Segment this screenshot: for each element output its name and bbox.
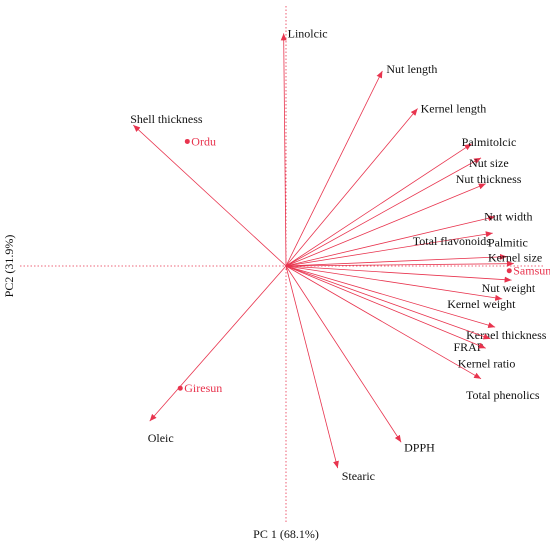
variable-label-palmitic: Palmitic bbox=[488, 236, 528, 250]
variable-label-shell-thickness: Shell thickness bbox=[130, 112, 203, 126]
sample-point-giresun bbox=[177, 385, 183, 391]
loading-vectors: Linolcic Nut length Kernel length Palmitolc… bbox=[130, 26, 547, 483]
vector-nut-weight bbox=[285, 265, 512, 283]
sample-point-samsun bbox=[506, 268, 512, 274]
vector-total-phenolics bbox=[285, 265, 482, 380]
vector-total-flavonoids bbox=[285, 231, 493, 267]
vector-kernel-weight bbox=[285, 265, 503, 301]
variable-label-frap: FRAP bbox=[453, 340, 483, 354]
y-axis-label: PC2 (31.9%) bbox=[2, 235, 16, 298]
variable-label-kernel-length: Kernel length bbox=[421, 102, 487, 116]
vector-palmitic bbox=[285, 253, 507, 267]
variable-label-linolcic: Linolcic bbox=[288, 26, 328, 40]
vector-palmitolcic bbox=[285, 143, 472, 267]
variable-label-kernel-size: Kernel size bbox=[488, 251, 542, 265]
vector-nut-thickness bbox=[285, 183, 486, 267]
vector-kernel-thickness bbox=[285, 265, 496, 329]
variable-label-palmitolcic: Palmitolcic bbox=[462, 135, 517, 149]
vector-nut-length bbox=[285, 70, 383, 267]
variable-label-nut-size: Nut size bbox=[469, 156, 509, 170]
vector-dpph bbox=[285, 265, 402, 443]
vector-frap bbox=[285, 265, 491, 340]
variable-label-kernel-weight: Kernel weight bbox=[447, 297, 516, 311]
variable-label-total-flavonoids: Total flavonoids bbox=[413, 234, 491, 248]
vector-shell-thickness bbox=[132, 124, 287, 267]
variable-label-nut-weight: Nut weight bbox=[482, 281, 536, 295]
sample-label-giresun: Giresun bbox=[184, 381, 222, 395]
variable-label-nut-width: Nut width bbox=[484, 210, 532, 224]
vector-nut-size bbox=[285, 157, 482, 267]
variable-label-nut-thickness: Nut thickness bbox=[456, 172, 522, 186]
x-axis-label: PC 1 (68.1%) bbox=[253, 527, 319, 541]
sample-label-samsun: Samsun bbox=[513, 264, 550, 278]
variable-label-stearic: Stearic bbox=[342, 469, 375, 483]
vector-kernel-size bbox=[285, 260, 514, 267]
variable-label-kernel-ratio: Kernel ratio bbox=[458, 356, 516, 370]
vector-kernel-length bbox=[285, 108, 418, 267]
vector-kernel-ratio bbox=[285, 265, 486, 349]
vector-stearic bbox=[285, 265, 339, 469]
variable-label-dpph: DPPH bbox=[404, 440, 435, 454]
sample-point-ordu bbox=[184, 138, 190, 144]
variable-label-total-phenolics: Total phenolics bbox=[466, 388, 540, 402]
variable-label-nut-length: Nut length bbox=[386, 62, 437, 76]
sample-label-ordu: Ordu bbox=[191, 134, 216, 148]
vector-oleic bbox=[149, 265, 287, 422]
vector-nut-width bbox=[285, 215, 496, 267]
variable-label-oleic: Oleic bbox=[148, 431, 174, 445]
sample-points: Ordu Samsun Giresun bbox=[177, 134, 550, 395]
vector-linolcic bbox=[280, 33, 287, 267]
